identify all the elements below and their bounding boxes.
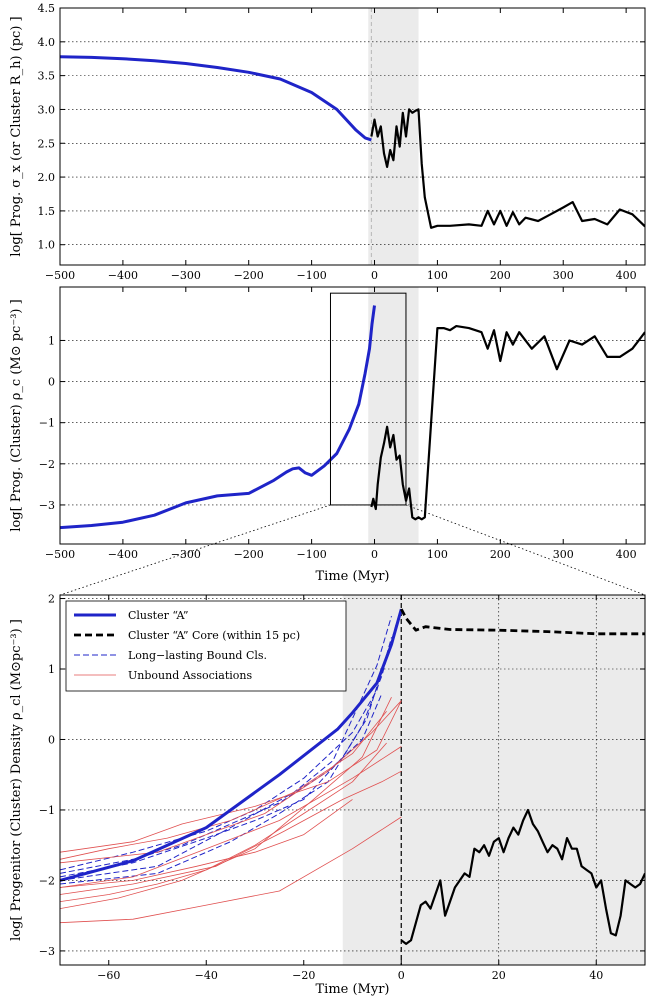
x-tick-label: −400 [108, 269, 138, 282]
y-tick-label: 4.5 [38, 2, 56, 15]
y-tick-label: 3.5 [38, 70, 56, 83]
x-tick-label: −100 [297, 269, 327, 282]
series-line-3 [60, 637, 392, 871]
series-line-9 [60, 700, 402, 864]
x-tick-label: −100 [297, 548, 327, 561]
x-tick-label: −500 [45, 269, 75, 282]
y-tick-label: 1.5 [38, 205, 56, 218]
series-line-0 [60, 305, 376, 530]
y-tick-label: −2 [39, 458, 55, 471]
y-tick-label: 0 [48, 376, 55, 389]
x-axis-label: Time (Myr) [316, 569, 390, 584]
x-tick-label: 100 [427, 269, 448, 282]
x-tick-label: 0 [398, 969, 405, 982]
series-line-0 [60, 55, 372, 142]
legend-label: Cluster “A” Core (within 15 pc) [128, 629, 300, 642]
y-tick-label: −1 [39, 804, 55, 817]
y-tick-label: 2 [48, 593, 55, 606]
x-tick-label: −500 [45, 548, 75, 561]
series-line-8 [60, 700, 402, 853]
series-line-14 [60, 711, 387, 860]
series-line-1 [400, 608, 645, 636]
y-tick-label: 1 [48, 663, 55, 676]
shaded-region [342, 595, 645, 965]
y-tick-label: 1.0 [38, 239, 56, 252]
y-tick-label: 0 [48, 733, 55, 746]
plot-frame [59, 7, 646, 266]
legend: Cluster “A” Cluster “A” Core (within 15 p… [65, 600, 347, 692]
series-line-1 [370, 108, 645, 229]
y-tick-label: 1 [48, 334, 55, 347]
x-tick-label: −400 [108, 548, 138, 561]
series-line-11 [60, 770, 402, 895]
x-tick-label: −40 [195, 969, 218, 982]
legend-label: Cluster “A” [128, 609, 189, 622]
series-line-15 [60, 742, 387, 902]
y-tick-label: −1 [39, 417, 55, 430]
middle-panel: −500 −400 −300 −200 −100 0 100 200 300 400 −3 −2 −1 0… [9, 286, 646, 584]
x-tick-label: 20 [492, 969, 506, 982]
series-line-12 [60, 816, 402, 924]
plot-frame [59, 286, 646, 545]
y-tick-label: −3 [39, 945, 55, 958]
zoom-connectors [59, 504, 646, 596]
x-tick-label: 200 [490, 548, 511, 561]
series-line-13 [60, 697, 392, 909]
plot-frame [59, 594, 646, 966]
series-line-2 [400, 808, 645, 945]
series-line-6 [60, 615, 392, 881]
x-tick-label: 200 [490, 269, 511, 282]
x-tick-label: −20 [292, 969, 315, 982]
y-tick-label: −2 [39, 874, 55, 887]
zoom-connector-right [405, 504, 646, 596]
bottom-panel: −60 −40 −20 0 20 40 −3 −2 −1 0 1 2 log[ Progenitor (… [9, 593, 646, 997]
x-tick-label: −200 [234, 548, 264, 561]
x-tick-label: 40 [589, 969, 603, 982]
x-tick-label: −300 [171, 548, 201, 561]
x-tick-label: −60 [97, 969, 120, 982]
top-panel: −500 −400 −300 −200 −100 0 100 200 300 400 1.0 1.5 2… [9, 2, 646, 282]
x-tick-label: −200 [234, 269, 264, 282]
x-tick-label: 0 [371, 548, 378, 561]
x-tick-label: 0 [371, 269, 378, 282]
y-tick-label: 2.0 [38, 171, 56, 184]
series-line-4 [60, 623, 397, 885]
x-tick-label: 400 [616, 269, 637, 282]
series-line-1 [370, 325, 645, 521]
series-line-0 [60, 608, 403, 882]
y-tick-label: −3 [39, 499, 55, 512]
x-tick-label: 400 [616, 548, 637, 561]
legend-label: Unbound Associations [128, 669, 252, 682]
x-tick-label: 100 [427, 548, 448, 561]
x-axis-label: Time (Myr) [316, 982, 390, 997]
y-tick-label: 4.0 [38, 36, 56, 49]
y-tick-label: 3.0 [38, 103, 56, 116]
x-tick-label: 300 [553, 548, 574, 561]
x-tick-label: 300 [553, 269, 574, 282]
legend-label: Long−lasting Bound Cls. [128, 649, 267, 662]
x-tick-label: −300 [171, 269, 201, 282]
series-line-5 [60, 654, 388, 878]
zoom-box [329, 292, 407, 506]
y-axis-label: log[ Progenitor (Cluster) Density ρ_cl (… [9, 619, 24, 941]
shaded-region [368, 8, 419, 265]
y-axis-label: log[ Prog. (Cluster) ρ_c (M⊙ pc⁻³) ] [9, 299, 24, 531]
y-axis-label: log[ Prog. σ_x (or Cluster R_h) (pc) ] [9, 16, 24, 256]
series-line-16 [60, 799, 353, 888]
y-tick-label: 2.5 [38, 137, 56, 150]
